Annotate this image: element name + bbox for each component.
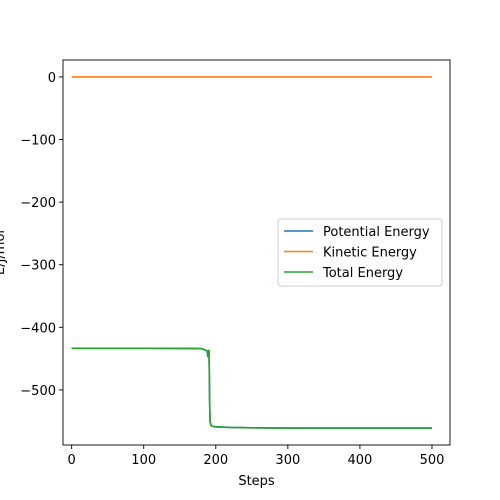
x-tick-label: 200 [203,453,228,468]
y-tick-label: −200 [20,196,56,211]
x-tick-label: 100 [131,453,156,468]
x-tick-label: 300 [275,453,300,468]
legend-entry-label: Potential Energy [323,225,430,240]
y-axis: 0 −100 −200 −300 −400 −500 [20,71,63,399]
legend-box [277,218,443,287]
y-tick-label: −500 [20,384,56,399]
y-tick-label: 0 [48,71,56,86]
y-tick-label: −400 [20,321,56,336]
x-tick-label: 500 [420,453,445,468]
y-tick-label: −300 [20,259,56,274]
series-line-3 [71,347,432,429]
legend-entry-label: Total Energy [322,266,403,281]
y-axis-label: E/J/mol [0,230,8,275]
series-layer [71,76,432,429]
legend: Potential Energy Kinetic Energy Total Ener… [277,218,443,287]
legend-entry-label: Kinetic Energy [323,246,417,261]
x-axis-label: Steps [238,474,275,489]
x-tick-label: 400 [348,453,373,468]
x-tick-label: 0 [68,453,76,468]
x-axis: 0 100 200 300 400 500 [68,445,445,468]
plot-frame [62,59,451,446]
y-tick-label: −100 [20,134,56,149]
